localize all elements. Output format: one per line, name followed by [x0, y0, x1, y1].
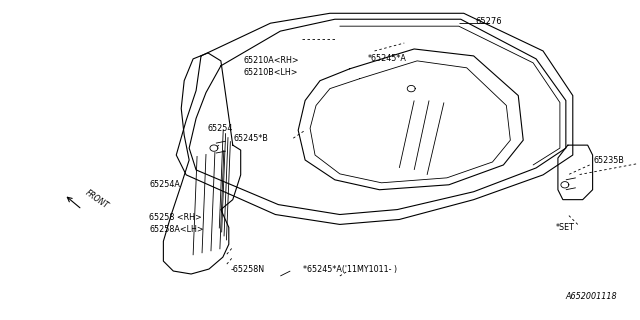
Text: 65210A<RH>: 65210A<RH> — [244, 56, 300, 65]
Text: 65245*B: 65245*B — [234, 134, 269, 143]
Text: *65245*A('11MY1011- ): *65245*A('11MY1011- ) — [303, 265, 397, 274]
Text: -65258N: -65258N — [231, 265, 265, 274]
Text: 65276: 65276 — [476, 17, 502, 26]
Text: FRONT: FRONT — [84, 188, 111, 211]
Text: 65258 <RH>: 65258 <RH> — [150, 213, 202, 222]
Text: *SET: *SET — [556, 223, 575, 232]
Text: 65254: 65254 — [208, 124, 234, 133]
Text: *65245*A: *65245*A — [367, 54, 406, 63]
Text: 65210B<LH>: 65210B<LH> — [244, 68, 298, 77]
Text: 65254A: 65254A — [150, 180, 180, 189]
Text: 65235B: 65235B — [594, 156, 625, 164]
Text: 65258A<LH>: 65258A<LH> — [150, 225, 204, 234]
Text: A652001118: A652001118 — [566, 292, 618, 301]
